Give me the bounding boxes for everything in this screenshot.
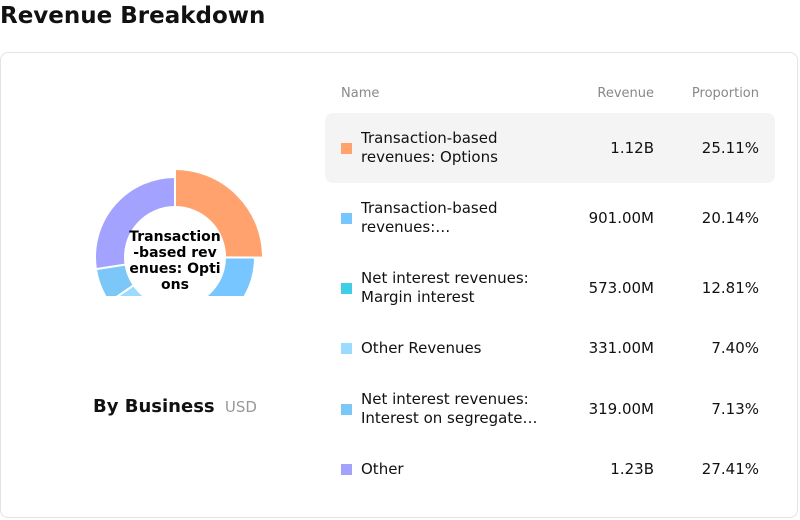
legend-swatch bbox=[341, 343, 352, 354]
row-revenue: 573.00M bbox=[588, 279, 654, 297]
row-proportion: 7.40% bbox=[711, 339, 759, 357]
legend-swatch bbox=[341, 464, 352, 475]
donut-slice[interactable] bbox=[94, 175, 176, 271]
row-proportion: 12.81% bbox=[701, 279, 759, 297]
row-name: Transaction-based revenues: Options bbox=[361, 129, 498, 166]
row-revenue: 901.00M bbox=[588, 209, 654, 227]
table-row[interactable]: Transaction-based revenues:… 901.00M 20.… bbox=[325, 183, 775, 253]
row-name: Transaction-based revenues:… bbox=[361, 199, 498, 236]
row-revenue: 1.12B bbox=[610, 139, 654, 157]
row-revenue: 1.23B bbox=[610, 460, 654, 478]
donut-slice[interactable] bbox=[190, 256, 257, 296]
row-name: Other bbox=[361, 459, 404, 478]
header-revenue: Revenue bbox=[597, 86, 654, 101]
chart-caption: By Business USD bbox=[0, 396, 350, 417]
legend-swatch bbox=[341, 143, 352, 154]
donut-svg bbox=[94, 167, 264, 296]
row-proportion: 25.11% bbox=[701, 139, 759, 157]
donut-center-label: Transaction-based revenues: Options bbox=[129, 229, 221, 293]
legend-swatch bbox=[341, 213, 352, 224]
row-proportion: 7.13% bbox=[711, 400, 759, 418]
legend-swatch bbox=[341, 404, 352, 415]
donut-chart bbox=[82, 120, 268, 296]
row-name: Net interest revenues: Interest on segre… bbox=[361, 390, 538, 427]
table-row[interactable]: Transaction-based revenues: Options 1.12… bbox=[325, 113, 775, 183]
row-proportion: 20.14% bbox=[701, 209, 759, 227]
table-row[interactable]: Other Revenues 331.00M 7.40% bbox=[325, 313, 775, 383]
legend-swatch bbox=[341, 283, 352, 294]
chart-title: By Business bbox=[93, 396, 215, 417]
row-proportion: 27.41% bbox=[701, 460, 759, 478]
header-proportion: Proportion bbox=[691, 86, 759, 101]
table-header: Name Revenue Proportion bbox=[325, 86, 775, 106]
chart-unit: USD bbox=[224, 398, 257, 416]
page-title: Revenue Breakdown bbox=[0, 3, 266, 29]
row-name: Net interest revenues: Margin interest bbox=[361, 269, 529, 306]
row-name: Other Revenues bbox=[361, 338, 482, 357]
table-row[interactable]: Net interest revenues: Interest on segre… bbox=[325, 374, 775, 444]
donut-slice[interactable] bbox=[174, 167, 264, 259]
header-name: Name bbox=[341, 86, 380, 101]
table-row[interactable]: Other 1.23B 27.41% bbox=[325, 434, 775, 504]
row-revenue: 319.00M bbox=[588, 400, 654, 418]
row-revenue: 331.00M bbox=[588, 339, 654, 357]
table-row[interactable]: Net interest revenues: Margin interest 5… bbox=[325, 253, 775, 323]
